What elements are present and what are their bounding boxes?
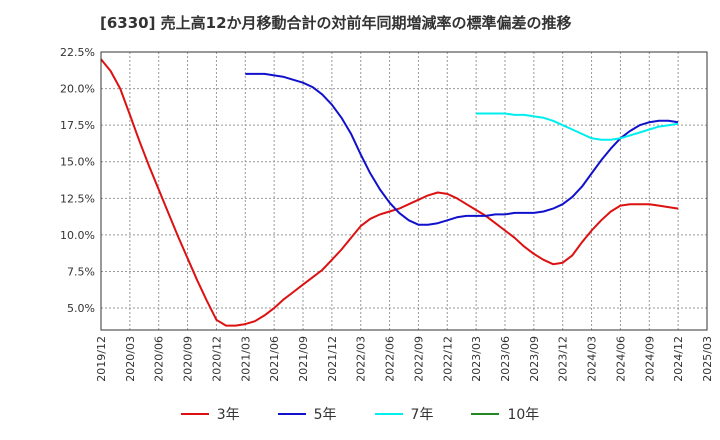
series-line-2 <box>245 72 679 226</box>
x-tick-label: 2020/12 <box>210 336 223 382</box>
legend-item: 3年 <box>180 404 240 424</box>
y-tick-label: 5.0% <box>67 302 95 315</box>
series-line-3 <box>476 112 679 141</box>
legend-swatch <box>277 413 306 415</box>
x-tick-label: 2022/06 <box>384 336 397 382</box>
x-tick-label: 2023/06 <box>499 336 512 382</box>
x-tick-label: 2023/09 <box>528 336 541 382</box>
chart-title: [6330] 売上高12か月移動合計の対前年同期増減率の標準偏差の推移 <box>100 14 572 32</box>
x-tick-label: 2022/09 <box>412 336 425 382</box>
legend-item: 7年 <box>374 404 434 424</box>
y-tick-label: 12.5% <box>60 192 95 205</box>
y-tick-label: 17.5% <box>60 119 95 132</box>
legend-item: 5年 <box>277 404 337 424</box>
legend-item: 10年 <box>471 404 539 424</box>
plot-border <box>100 51 708 331</box>
legend-swatch <box>374 413 403 415</box>
x-tick-label: 2024/06 <box>614 336 627 382</box>
x-tick-label: 2024/09 <box>643 336 656 382</box>
x-tick-label: 2019/12 <box>95 336 108 382</box>
x-tick-label: 2025/03 <box>701 336 714 382</box>
x-tick-label: 2021/03 <box>239 336 252 382</box>
legend-label: 7年 <box>410 407 434 423</box>
legend-swatch <box>180 413 209 415</box>
x-tick-label: 2024/12 <box>672 336 685 382</box>
series-lines <box>100 58 679 327</box>
x-tick-label: 2023/03 <box>470 336 483 382</box>
series-line-1 <box>100 58 679 327</box>
x-tick-label: 2020/06 <box>153 336 166 382</box>
legend-swatch <box>471 413 500 415</box>
legend-label: 10年 <box>507 407 540 423</box>
x-axis-ticks: 2019/12 2020/03 2020/06 2020/09 2020/12 2021/… <box>95 336 714 382</box>
x-tick-label: 2021/12 <box>326 336 339 382</box>
x-tick-label: 2021/06 <box>268 336 281 382</box>
chart-legend: 3年 5年 7年 10年 <box>0 402 720 426</box>
y-tick-label: 10.0% <box>60 229 95 242</box>
plot-background <box>101 52 707 330</box>
y-tick-label: 15.0% <box>60 156 95 169</box>
x-tick-label: 2020/09 <box>182 336 195 382</box>
x-tick-label: 2021/09 <box>297 336 310 382</box>
x-tick-label: 2023/12 <box>557 336 570 382</box>
legend-label: 3年 <box>216 407 240 423</box>
legend-label: 5年 <box>313 407 337 423</box>
x-tick-label: 2024/03 <box>586 336 599 382</box>
x-tick-label: 2022/03 <box>355 336 368 382</box>
y-tick-label: 20.0% <box>60 83 95 96</box>
x-tick-label: 2022/12 <box>441 336 454 382</box>
y-tick-label: 7.5% <box>67 265 95 278</box>
y-axis-ticks: 5.0% 7.5% 10.0% 12.5% 15.0% 17.5% 20.0% 22.5% <box>60 46 95 315</box>
x-tick-label: 2020/03 <box>124 336 137 382</box>
y-tick-label: 22.5% <box>60 46 95 59</box>
